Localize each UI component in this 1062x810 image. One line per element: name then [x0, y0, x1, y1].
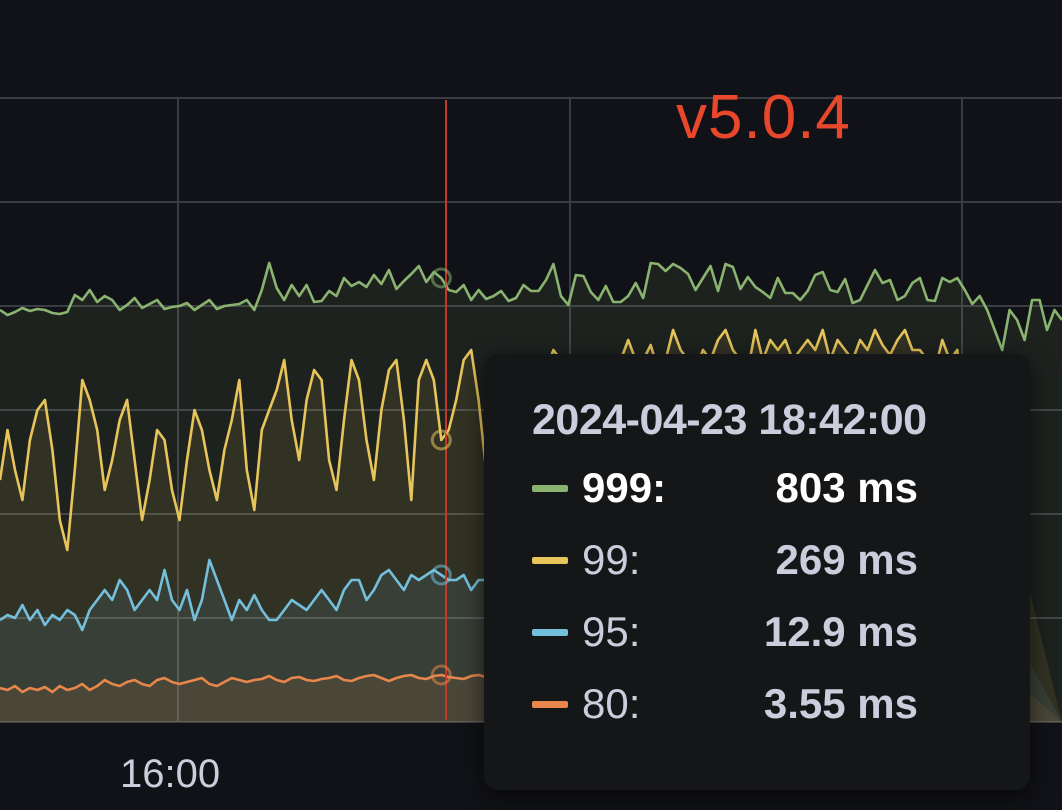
tooltip-series-name: 999:	[582, 464, 667, 511]
tooltip-series-value: 269 ms	[775, 536, 918, 583]
series-swatch	[532, 628, 568, 636]
x-tick-label: 16:00	[120, 752, 221, 796]
hover-point-95	[430, 564, 452, 586]
hover-point-99	[430, 429, 452, 451]
tooltip-row: 999: 803 ms	[532, 452, 1030, 524]
series-tooltip: 2024-04-23 18:42:00 999: 803 ms 99: 269 …	[484, 354, 1030, 790]
tooltip-row: 95: 12.9 ms	[532, 596, 1030, 668]
annotation-label: v5.0.4	[676, 83, 851, 152]
hover-point-999	[430, 267, 452, 289]
tooltip-series-value: 3.55 ms	[763, 680, 918, 727]
tooltip-series-name: 80:	[582, 680, 641, 727]
series-swatch	[532, 700, 568, 708]
hover-points	[430, 267, 452, 686]
series-swatch	[532, 556, 568, 564]
tooltip-row: 99: 269 ms	[532, 524, 1030, 596]
tooltip-time: 2024-04-23 18:42:00	[532, 396, 927, 444]
tooltip-series-value: 12.9 ms	[763, 608, 918, 655]
tooltip-series-name: 99:	[582, 536, 641, 583]
series-line-999[interactable]	[0, 261, 1062, 352]
hover-point-80	[430, 664, 452, 686]
tooltip-row: 80: 3.55 ms	[532, 668, 1030, 740]
tooltip-series-value: 803 ms	[775, 464, 918, 511]
series-swatch	[532, 484, 568, 492]
tooltip-series-name: 95:	[582, 608, 641, 655]
